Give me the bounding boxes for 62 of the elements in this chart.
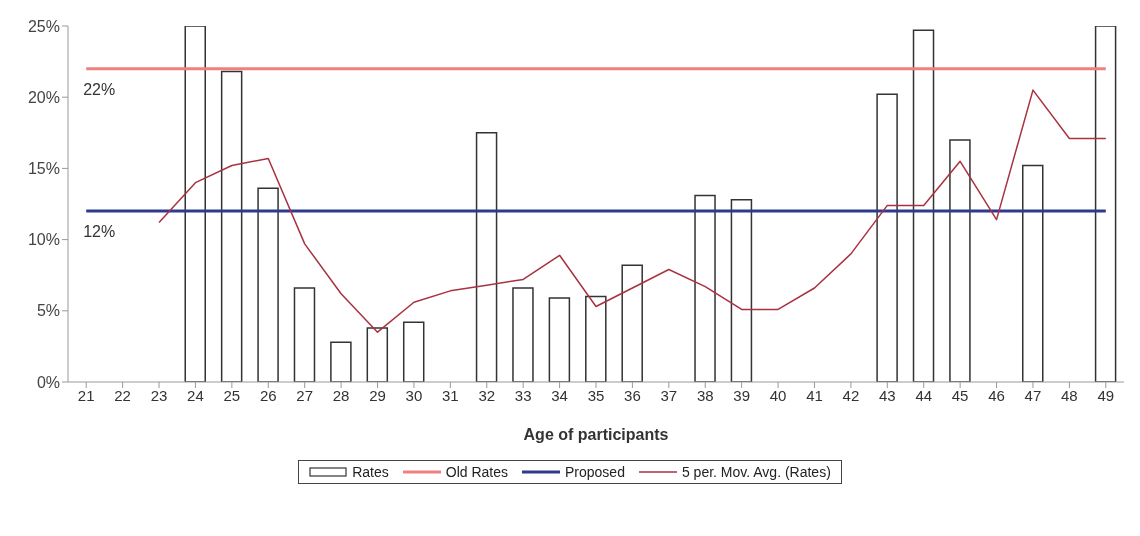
x-tick-label: 21 (77, 386, 95, 404)
y-tick-label: 15% (27, 160, 60, 178)
x-tick-label: 45 (951, 386, 969, 404)
x-axis-title: Age of participants (523, 426, 669, 443)
bar (876, 93, 898, 382)
x-tick-label: 26 (259, 386, 277, 404)
y-tick-label: 20% (27, 88, 60, 106)
x-tick-label: 29 (369, 386, 386, 404)
bar (949, 139, 971, 382)
bar (257, 187, 279, 382)
x-tick-label: 31 (442, 386, 459, 404)
bar (293, 287, 316, 382)
x-tick-label: 33 (514, 386, 532, 404)
x-tick-label: 35 (587, 386, 605, 404)
x-tick-label: 44 (915, 386, 933, 404)
bar (585, 295, 607, 382)
y-tick-label: 5% (36, 302, 60, 320)
x-tick-label: 28 (332, 386, 350, 404)
bar (1094, 26, 1117, 382)
bar (912, 29, 935, 382)
y-tick-label: 0% (36, 373, 60, 391)
y-tick-label: 10% (27, 231, 60, 249)
x-tick-label: 24 (187, 386, 204, 404)
bar (366, 327, 389, 382)
legend-label: 5 per. Mov. Avg. (Rates) (681, 464, 831, 480)
bar (184, 26, 206, 382)
x-tick-label: 39 (733, 386, 750, 404)
x-tick-label: 32 (478, 386, 496, 404)
bar (220, 70, 243, 382)
x-tick-label: 42 (842, 386, 860, 404)
x-tick-label: 37 (660, 386, 678, 404)
bar (621, 264, 643, 382)
x-tick-label: 38 (696, 386, 714, 404)
annotation: 12% (83, 223, 116, 241)
x-tick-label: 36 (624, 386, 641, 404)
x-tick-label: 40 (769, 386, 787, 404)
x-tick-label: 49 (1097, 386, 1115, 404)
bar (1022, 164, 1044, 382)
line-series (158, 89, 1107, 333)
bar (330, 341, 352, 382)
x-tick-label: 34 (551, 386, 568, 404)
annotation: 22% (83, 81, 116, 99)
x-tick-label: 22 (114, 386, 131, 404)
bar (694, 194, 716, 382)
x-tick-label: 27 (296, 386, 314, 404)
bar (730, 198, 753, 382)
x-tick-label: 48 (1061, 386, 1078, 404)
bar (402, 321, 425, 382)
legend-label: Old Rates (445, 464, 508, 480)
legend-label: Proposed (565, 464, 625, 480)
x-tick-label: 43 (878, 386, 896, 404)
x-tick-label: 30 (405, 386, 423, 404)
legend-label: Rates (352, 464, 389, 480)
bar (548, 297, 571, 382)
bar (512, 287, 534, 382)
x-tick-label: 47 (1024, 386, 1042, 404)
x-tick-label: 41 (806, 386, 823, 404)
y-tick-label: 25% (27, 17, 60, 35)
x-tick-label: 25 (223, 386, 241, 404)
x-tick-label: 46 (988, 386, 1005, 404)
bar (475, 132, 498, 382)
x-tick-label: 23 (150, 386, 168, 404)
